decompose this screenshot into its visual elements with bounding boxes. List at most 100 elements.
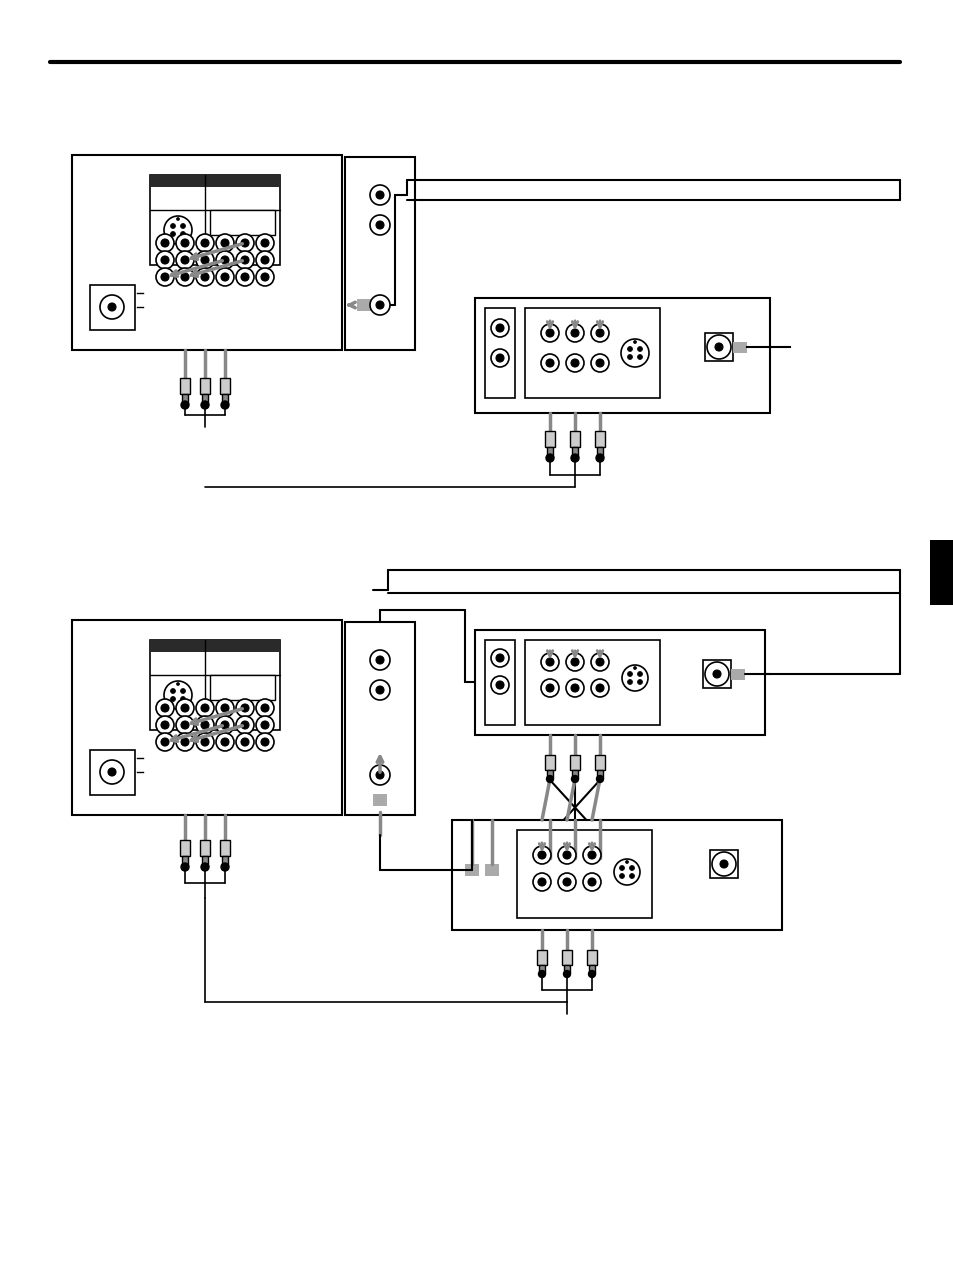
Bar [702,660,730,688]
Circle shape [181,256,189,265]
Circle shape [201,703,209,712]
Circle shape [375,686,384,695]
Circle shape [176,683,179,686]
Circle shape [201,239,209,247]
Circle shape [370,184,390,205]
Circle shape [235,268,253,286]
Circle shape [221,273,229,281]
Bar [222,394,228,404]
Bar [150,640,280,730]
Circle shape [255,268,274,286]
Circle shape [181,239,189,247]
Circle shape [533,846,551,864]
Circle shape [625,860,628,864]
Circle shape [370,764,390,785]
Circle shape [195,268,213,286]
Circle shape [562,851,571,859]
Circle shape [161,239,169,247]
Circle shape [221,703,229,712]
Bar [595,834,604,850]
Bar [709,850,738,878]
Circle shape [546,776,553,782]
Bar [569,431,579,446]
Circle shape [370,681,390,700]
Circle shape [175,268,193,286]
Circle shape [633,667,636,669]
Circle shape [221,239,229,247]
Bar [452,820,781,930]
Circle shape [545,454,554,462]
Circle shape [596,454,603,462]
Circle shape [545,329,554,337]
Circle shape [164,681,192,709]
Circle shape [221,401,229,410]
Circle shape [261,239,269,247]
Circle shape [175,733,193,750]
Circle shape [637,346,641,351]
Bar [588,965,595,973]
Circle shape [582,846,600,864]
Circle shape [618,874,624,879]
Circle shape [241,738,249,745]
Circle shape [491,675,509,695]
Circle shape [215,268,233,286]
Bar [563,965,569,973]
Circle shape [164,216,192,244]
Circle shape [255,251,274,268]
Circle shape [221,862,229,871]
Bar [569,834,579,850]
Bar [90,750,135,795]
Circle shape [181,703,189,712]
Bar [220,840,230,856]
Circle shape [235,234,253,252]
Circle shape [627,355,632,360]
Circle shape [540,354,558,371]
Circle shape [171,688,175,693]
Circle shape [571,454,578,462]
Circle shape [596,359,603,368]
Bar [929,541,953,605]
Bar [150,640,280,653]
Circle shape [637,672,641,677]
Bar [345,156,415,350]
Circle shape [175,700,193,717]
Circle shape [195,716,213,734]
Circle shape [235,733,253,750]
Circle shape [235,700,253,717]
Circle shape [255,733,274,750]
Circle shape [261,256,269,265]
Circle shape [537,878,545,887]
Circle shape [537,971,545,977]
Circle shape [496,681,503,689]
Circle shape [370,650,390,670]
Circle shape [215,234,233,252]
Bar [597,850,602,859]
Circle shape [496,354,503,363]
Circle shape [711,852,735,876]
Circle shape [565,324,583,342]
Bar [586,950,597,965]
Circle shape [704,661,728,686]
Bar [517,831,651,918]
Circle shape [156,733,173,750]
Bar [71,155,341,350]
Circle shape [627,679,632,684]
Circle shape [195,234,213,252]
Bar [200,840,210,856]
Bar [475,298,769,413]
Bar [345,622,415,815]
Circle shape [221,256,229,265]
Bar [475,630,764,735]
Circle shape [156,716,173,734]
Circle shape [195,700,213,717]
Circle shape [241,721,249,729]
Bar [595,431,604,446]
Circle shape [375,221,384,229]
Bar [544,756,555,770]
Circle shape [161,256,169,265]
Circle shape [181,721,189,729]
Circle shape [565,679,583,697]
Circle shape [540,679,558,697]
Circle shape [618,865,624,870]
Circle shape [537,851,545,859]
